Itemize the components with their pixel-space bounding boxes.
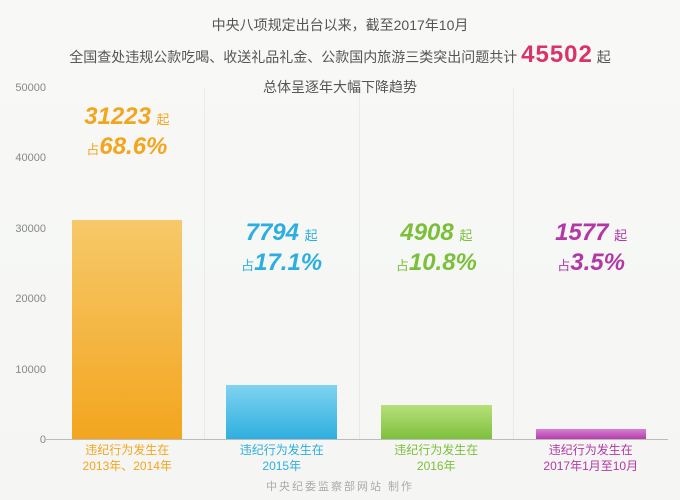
- bar-column: 1577 起占3.5%: [514, 88, 668, 440]
- header-line2-pre: 全国查处违规公款吃喝、收送礼品礼金、公款国内旅游三类突出问题共计: [69, 49, 517, 65]
- y-tick: 20000: [15, 293, 46, 305]
- baseline: [46, 439, 668, 440]
- x-label: 违纪行为发生在 2013年、2014年: [50, 442, 205, 474]
- y-axis: 01000020000300004000050000: [6, 88, 46, 440]
- header-total-number: 45502: [521, 41, 593, 68]
- bar-pct: 17.1%: [254, 249, 322, 276]
- y-tick: 30000: [15, 223, 46, 235]
- bar-count-suffix: 起: [456, 228, 473, 243]
- bar-annotation: 4908 起占10.8%: [360, 218, 514, 278]
- bar-annotation: 31223 起占68.6%: [50, 102, 204, 162]
- x-label: 违纪行为发生在 2016年: [359, 442, 514, 474]
- bar-annotation: 1577 起占3.5%: [514, 218, 668, 278]
- bar-column: 7794 起占17.1%: [205, 88, 360, 440]
- bar-count-suffix: 起: [301, 228, 318, 243]
- footer: 中央纪委监察部网站 制作: [0, 478, 680, 494]
- bar-annotation: 7794 起占17.1%: [205, 218, 359, 278]
- bar: [72, 220, 183, 440]
- bar-pct: 68.6%: [99, 133, 167, 160]
- bar-count: 7794: [246, 219, 299, 246]
- bar-pct-prefix: 占: [557, 258, 570, 273]
- header-line2-post: 起: [597, 49, 611, 65]
- header: 中央八项规定出台以来，截至2017年10月 全国查处违规公款吃喝、收送礼品礼金、…: [0, 0, 680, 75]
- bars-container: 31223 起占68.6%7794 起占17.1%4908 起占10.8%157…: [50, 88, 668, 440]
- header-line2: 全国查处违规公款吃喝、收送礼品礼金、公款国内旅游三类突出问题共计 45502 起: [0, 36, 680, 74]
- header-line1: 中央八项规定出台以来，截至2017年10月: [0, 14, 680, 36]
- bar-count-suffix: 起: [153, 112, 170, 127]
- chart-area: 01000020000300004000050000 31223 起占68.6%…: [50, 88, 668, 440]
- bar-pct-prefix: 占: [396, 258, 409, 273]
- bar-count: 4908: [400, 219, 453, 246]
- x-labels: 违纪行为发生在 2013年、2014年违纪行为发生在 2015年违纪行为发生在 …: [50, 442, 668, 474]
- bar: [381, 405, 492, 440]
- bar-column: 4908 起占10.8%: [360, 88, 515, 440]
- y-tick: 40000: [15, 152, 46, 164]
- y-tick: 0: [40, 434, 46, 446]
- bar-pct: 3.5%: [570, 249, 625, 276]
- bar-count-suffix: 起: [611, 228, 628, 243]
- bar-count: 1577: [555, 219, 608, 246]
- x-label: 违纪行为发生在 2017年1月至10月: [514, 442, 669, 474]
- bar-pct: 10.8%: [409, 249, 477, 276]
- y-tick: 50000: [15, 82, 46, 94]
- bar-pct-prefix: 占: [86, 142, 99, 157]
- y-tick: 10000: [15, 364, 46, 376]
- x-label: 违纪行为发生在 2015年: [205, 442, 360, 474]
- bar: [226, 385, 337, 440]
- bar-count: 31223: [84, 103, 151, 130]
- bar-column: 31223 起占68.6%: [50, 88, 205, 440]
- bar-pct-prefix: 占: [241, 258, 254, 273]
- plot: 31223 起占68.6%7794 起占17.1%4908 起占10.8%157…: [50, 88, 668, 440]
